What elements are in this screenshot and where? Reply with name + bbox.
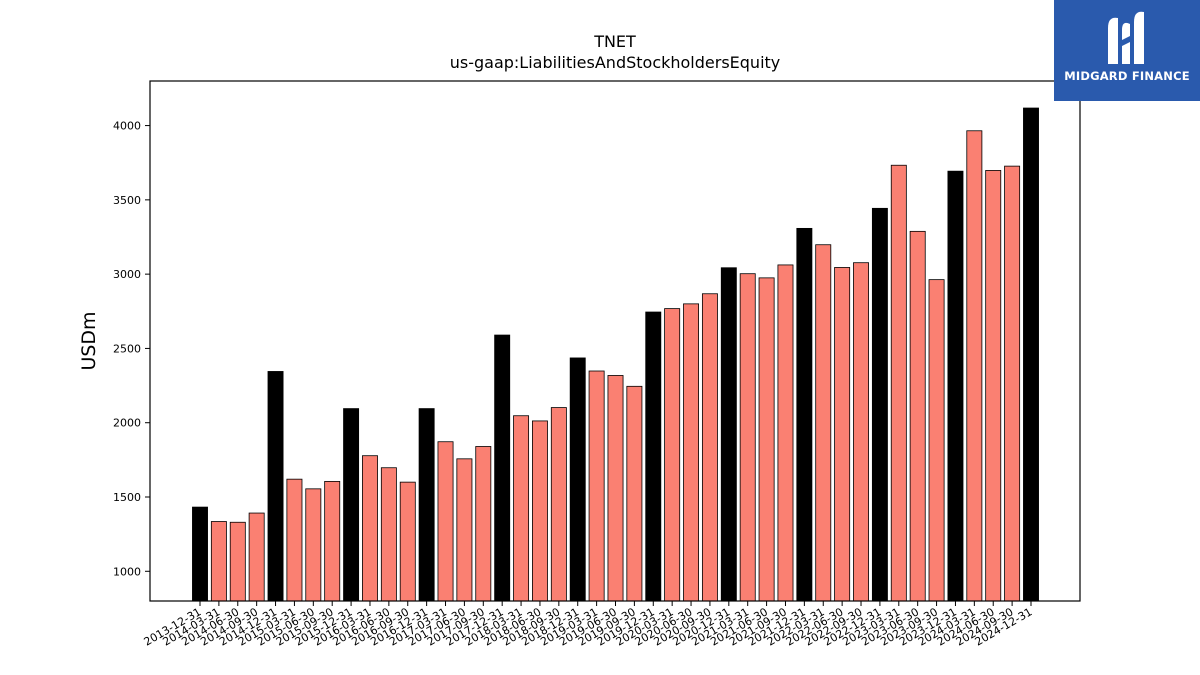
bar-2023-09-30 <box>928 279 945 602</box>
bar-2024-12-31 <box>1023 107 1039 602</box>
midgard-finance-logo: MIDGARD FINANCE <box>1054 0 1200 101</box>
bar-2024-06-30 <box>985 170 1002 602</box>
bar-2023-03-31 <box>890 164 907 602</box>
y-tick-label: 3000 <box>113 268 141 281</box>
bar-2018-06-30 <box>532 420 548 602</box>
chart-title: TNET <box>593 32 636 51</box>
bar-2020-09-30 <box>701 293 718 602</box>
x-ticks-group: 2013-12-312014-03-312014-06-302014-09-30… <box>142 601 1035 649</box>
bar-2022-03-31 <box>815 244 832 602</box>
y-tick-label: 2000 <box>113 417 141 430</box>
bar-2015-09-30 <box>324 480 341 602</box>
bar-2019-06-30 <box>607 375 624 602</box>
bar-2017-09-30 <box>475 446 492 602</box>
bar-2016-03-31 <box>362 455 378 602</box>
bar-2021-03-31 <box>739 273 756 602</box>
bar-2024-03-31 <box>966 130 983 602</box>
y-tick-label: 1500 <box>113 491 141 504</box>
bar-2013-12-31 <box>192 506 208 602</box>
bar-2020-06-30 <box>683 303 699 602</box>
bar-2014-06-30 <box>229 521 246 602</box>
y-tick-label: 4000 <box>113 120 141 133</box>
bar-2018-09-30 <box>550 407 567 602</box>
bar-2020-03-31 <box>664 308 681 602</box>
bar-2014-03-31 <box>210 521 227 602</box>
y-tick-label: 2500 <box>113 342 141 355</box>
bar-2015-12-31 <box>343 408 360 602</box>
y-tick-label: 1000 <box>113 565 141 578</box>
bar-2022-12-31 <box>871 207 888 602</box>
plot-frame <box>149 80 1081 602</box>
bar-2019-09-30 <box>626 385 643 602</box>
y-ticks-group: 1000 1500 2000 2500 3000 3500 4000 <box>113 120 150 578</box>
bar-2018-03-31 <box>513 415 530 602</box>
bar-2021-06-30 <box>758 277 775 602</box>
bar-2014-09-30 <box>248 512 265 602</box>
bar-2023-06-30 <box>909 230 926 602</box>
bar-2023-12-31 <box>947 170 964 602</box>
bars-group <box>192 107 1039 602</box>
y-tick-label: 3500 <box>113 194 141 207</box>
bar-2019-03-31 <box>588 370 605 602</box>
bar-2022-06-30 <box>834 267 851 602</box>
bar-2024-09-30 <box>1004 165 1021 602</box>
bar-2014-12-31 <box>267 371 284 602</box>
bar-2022-09-30 <box>853 262 869 602</box>
bar-2019-12-31 <box>645 311 662 602</box>
bar-2016-12-31 <box>418 408 435 602</box>
bar-2016-09-30 <box>399 481 416 602</box>
bar-2016-06-30 <box>380 467 397 602</box>
bar-2021-12-31 <box>796 227 813 602</box>
bar-2021-09-30 <box>777 264 794 602</box>
bar-2018-12-31 <box>569 357 586 602</box>
y-axis-label: USDm <box>78 311 100 370</box>
bar-2017-06-30 <box>456 458 473 602</box>
midgard-logo-icon <box>1108 11 1144 64</box>
bar-2020-12-31 <box>720 267 737 602</box>
bar-2015-03-31 <box>286 478 303 602</box>
bar-2015-06-30 <box>305 488 322 602</box>
logo-text: MIDGARD FINANCE <box>1064 69 1190 83</box>
bar-2017-12-31 <box>494 334 511 602</box>
bar-2017-03-31 <box>437 441 454 602</box>
chart-subtitle: us-gaap:LiabilitiesAndStockholdersEquity <box>450 53 781 72</box>
